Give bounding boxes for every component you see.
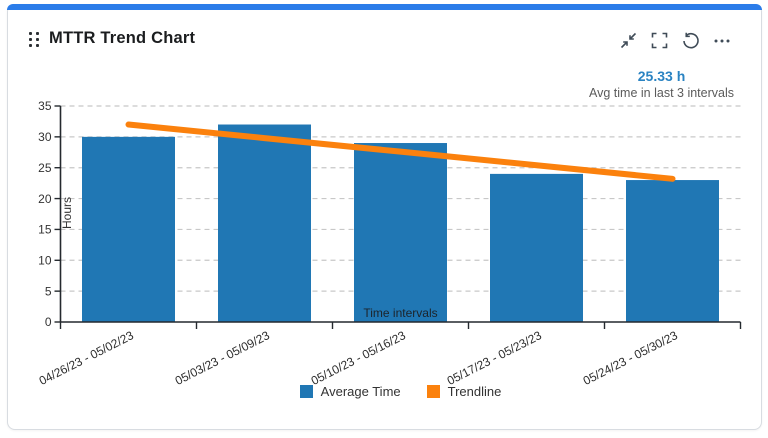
widget-toolbar	[619, 31, 731, 50]
y-tick-label: 20	[38, 192, 52, 206]
legend-item-trendline[interactable]: Trendline	[426, 384, 502, 399]
x-tick-label: 05/10/23 - 05/16/23	[309, 328, 408, 388]
legend-item-average-time[interactable]: Average Time	[299, 384, 401, 399]
y-tick-label: 35	[38, 99, 52, 113]
bar-average-time[interactable]	[82, 136, 175, 322]
kpi-value: 25.33 h	[637, 68, 686, 84]
fullscreen-icon[interactable]	[650, 31, 669, 50]
x-tick-label: 04/26/23 - 05/02/23	[37, 328, 136, 388]
y-tick-label: 5	[45, 284, 52, 298]
bar-average-time[interactable]	[490, 173, 583, 322]
collapse-icon[interactable]	[619, 31, 638, 50]
legend-label: Trendline	[447, 384, 502, 399]
widget-header: MTTR Trend Chart	[8, 5, 761, 61]
x-axis-title: Time intervals	[363, 306, 437, 320]
x-tick-label: 05/03/23 - 05/09/23	[173, 328, 272, 388]
y-tick-label: 30	[38, 130, 52, 144]
bar-average-time[interactable]	[218, 124, 311, 322]
widget-title: MTTR Trend Chart	[49, 29, 196, 47]
refresh-icon[interactable]	[681, 31, 700, 50]
y-tick-label: 10	[38, 253, 52, 267]
trendline	[125, 121, 676, 182]
y-tick-label: 0	[45, 315, 52, 329]
y-axis-title: Hours	[60, 197, 74, 229]
kpi-block: 25.33 h Avg time in last 3 intervals	[589, 67, 734, 101]
drag-handle-icon[interactable]	[29, 32, 41, 49]
kpi-caption: Avg time in last 3 intervals	[589, 86, 734, 100]
y-tick-label: 25	[38, 161, 52, 175]
average-time-swatch	[299, 385, 313, 398]
widget-accent-bar	[7, 4, 762, 10]
bar-average-time[interactable]	[354, 143, 447, 322]
x-tick-label: 05/24/23 - 05/30/23	[581, 328, 680, 388]
y-tick-label: 15	[38, 223, 52, 237]
more-options-icon[interactable]	[712, 31, 731, 50]
legend-label: Average Time	[320, 384, 401, 399]
bar-average-time[interactable]	[626, 180, 719, 322]
trendline-swatch	[426, 385, 440, 398]
x-tick-label: 05/17/23 - 05/23/23	[445, 328, 544, 388]
chart-legend: Average Time Trendline	[60, 384, 741, 399]
